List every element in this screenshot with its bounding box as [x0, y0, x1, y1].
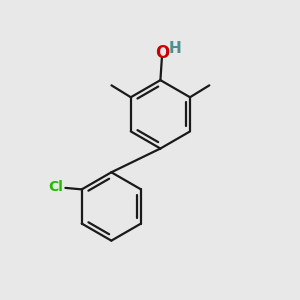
Text: Cl: Cl	[49, 180, 63, 194]
Text: H: H	[169, 41, 182, 56]
Text: O: O	[155, 44, 169, 62]
